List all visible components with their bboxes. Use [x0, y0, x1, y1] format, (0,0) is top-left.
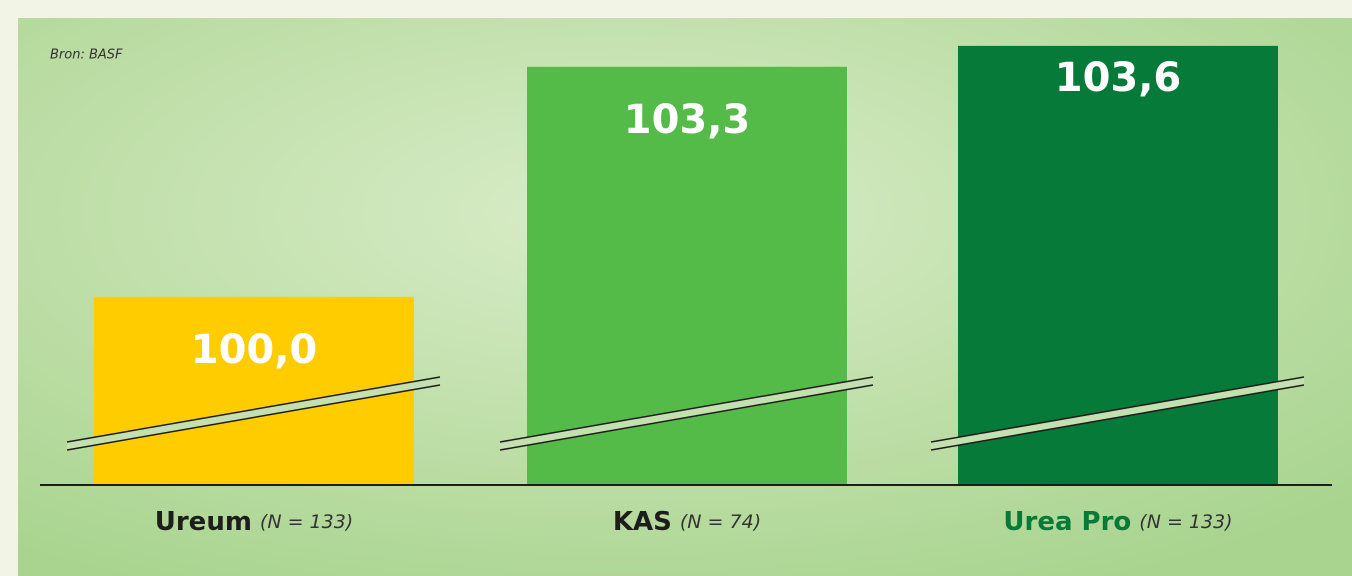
sample-size: (N = 74) [680, 511, 761, 533]
value-label: 103,3 [624, 97, 751, 143]
axis-break-line [930, 384, 1305, 451]
axis-break-line [66, 376, 441, 443]
category-name: Ureum [155, 507, 252, 537]
axis-break [931, 377, 1304, 450]
value-label: 103,6 [1055, 55, 1182, 101]
category-name: KAS [613, 507, 672, 537]
source: Bron: BASF [50, 48, 123, 63]
sample-size: (N = 133) [1139, 511, 1232, 533]
bar [958, 45, 1278, 486]
axis-break [500, 377, 873, 450]
value-label: 100,0 [191, 327, 318, 373]
axis-break-line [930, 376, 1305, 443]
category-name: Urea Pro [1003, 507, 1131, 537]
x-tick-label: Ureum (N = 133) [155, 507, 353, 537]
x-tick-label: Urea Pro (N = 133) [1003, 507, 1232, 537]
axis-break [67, 377, 440, 450]
axis-break-line [499, 384, 874, 451]
axis-break-line [66, 384, 441, 451]
sample-size: (N = 133) [260, 511, 353, 533]
x-tick-label: KAS (N = 74) [613, 507, 761, 537]
axis-break-line [499, 376, 874, 443]
